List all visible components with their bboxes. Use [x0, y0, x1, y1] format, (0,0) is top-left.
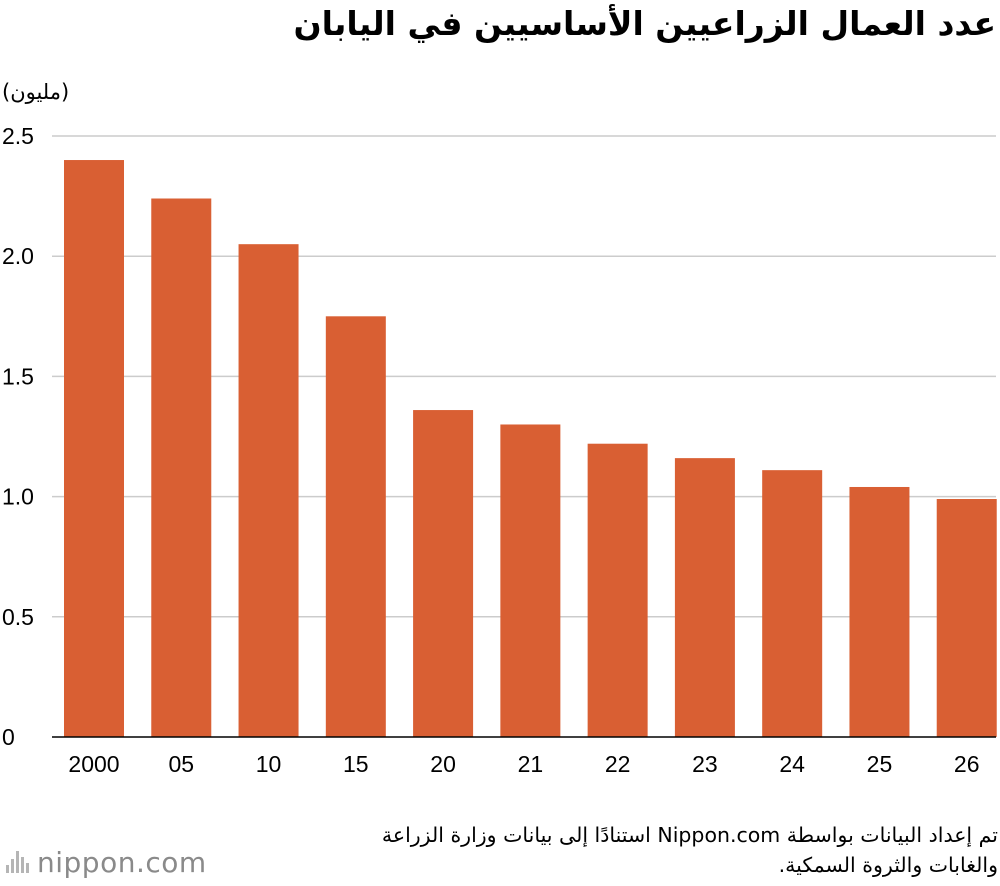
bar-23 — [674, 458, 735, 737]
logo-text: nippon.com — [37, 846, 207, 879]
x-axis-ticks: 2000 05 10 15 20 21 22 23 24 25 26 — [68, 751, 979, 777]
x-tick-label: 10 — [256, 751, 282, 777]
bar-2000 — [64, 160, 124, 738]
x-tick-label: 21 — [518, 751, 544, 777]
logo-dot: . — [135, 845, 146, 879]
y-tick-label: 0.5 — [2, 604, 34, 630]
x-tick-label: 05 — [168, 751, 194, 777]
y-tick-label: 1.5 — [2, 363, 34, 389]
y-tick-label: 2.5 — [2, 123, 34, 149]
bar-15 — [325, 316, 386, 737]
bar-10 — [238, 244, 299, 737]
x-tick-label: 24 — [779, 751, 805, 777]
y-axis-unit-label: (مليون) — [2, 80, 70, 104]
bar-20 — [413, 410, 474, 737]
y-tick-label: 2.0 — [2, 243, 34, 269]
bar-26 — [936, 499, 997, 737]
source-note: تم إعداد البيانات بواسطة Nippon.com استن… — [278, 820, 998, 880]
bar-24 — [762, 470, 823, 737]
x-tick-label: 2000 — [68, 751, 119, 777]
x-tick-label: 23 — [692, 751, 718, 777]
x-tick-label: 22 — [605, 751, 631, 777]
source-line-2: والغابات والثروة السمكية. — [778, 853, 998, 877]
bars — [64, 160, 997, 738]
logo-bars-icon — [6, 851, 29, 873]
logo-suffix: com — [145, 845, 207, 879]
bar-05 — [151, 198, 212, 737]
bar-chart: 00.51.01.52.02.5 2000 05 10 15 20 21 22 23 24 25 2… — [2, 123, 997, 777]
bar-22 — [587, 443, 648, 737]
y-tick-label: 0 — [2, 724, 15, 750]
x-tick-label: 20 — [430, 751, 456, 777]
y-tick-label: 1.0 — [2, 484, 34, 510]
x-tick-label: 25 — [867, 751, 893, 777]
x-tick-label: 15 — [343, 751, 369, 777]
bar-21 — [500, 424, 561, 737]
source-line-1: تم إعداد البيانات بواسطة Nippon.com استن… — [381, 823, 998, 847]
chart-title: عدد العمال الزراعيين الأساسيين في اليابا… — [293, 4, 996, 43]
nippon-logo[interactable]: nippon.com — [6, 844, 207, 880]
logo-name: nippon — [37, 845, 136, 879]
y-axis-ticks: 0 0.5 1.0 1.5 2.0 2.5 — [2, 123, 34, 750]
bar-25 — [849, 486, 910, 737]
x-tick-label: 26 — [954, 751, 980, 777]
